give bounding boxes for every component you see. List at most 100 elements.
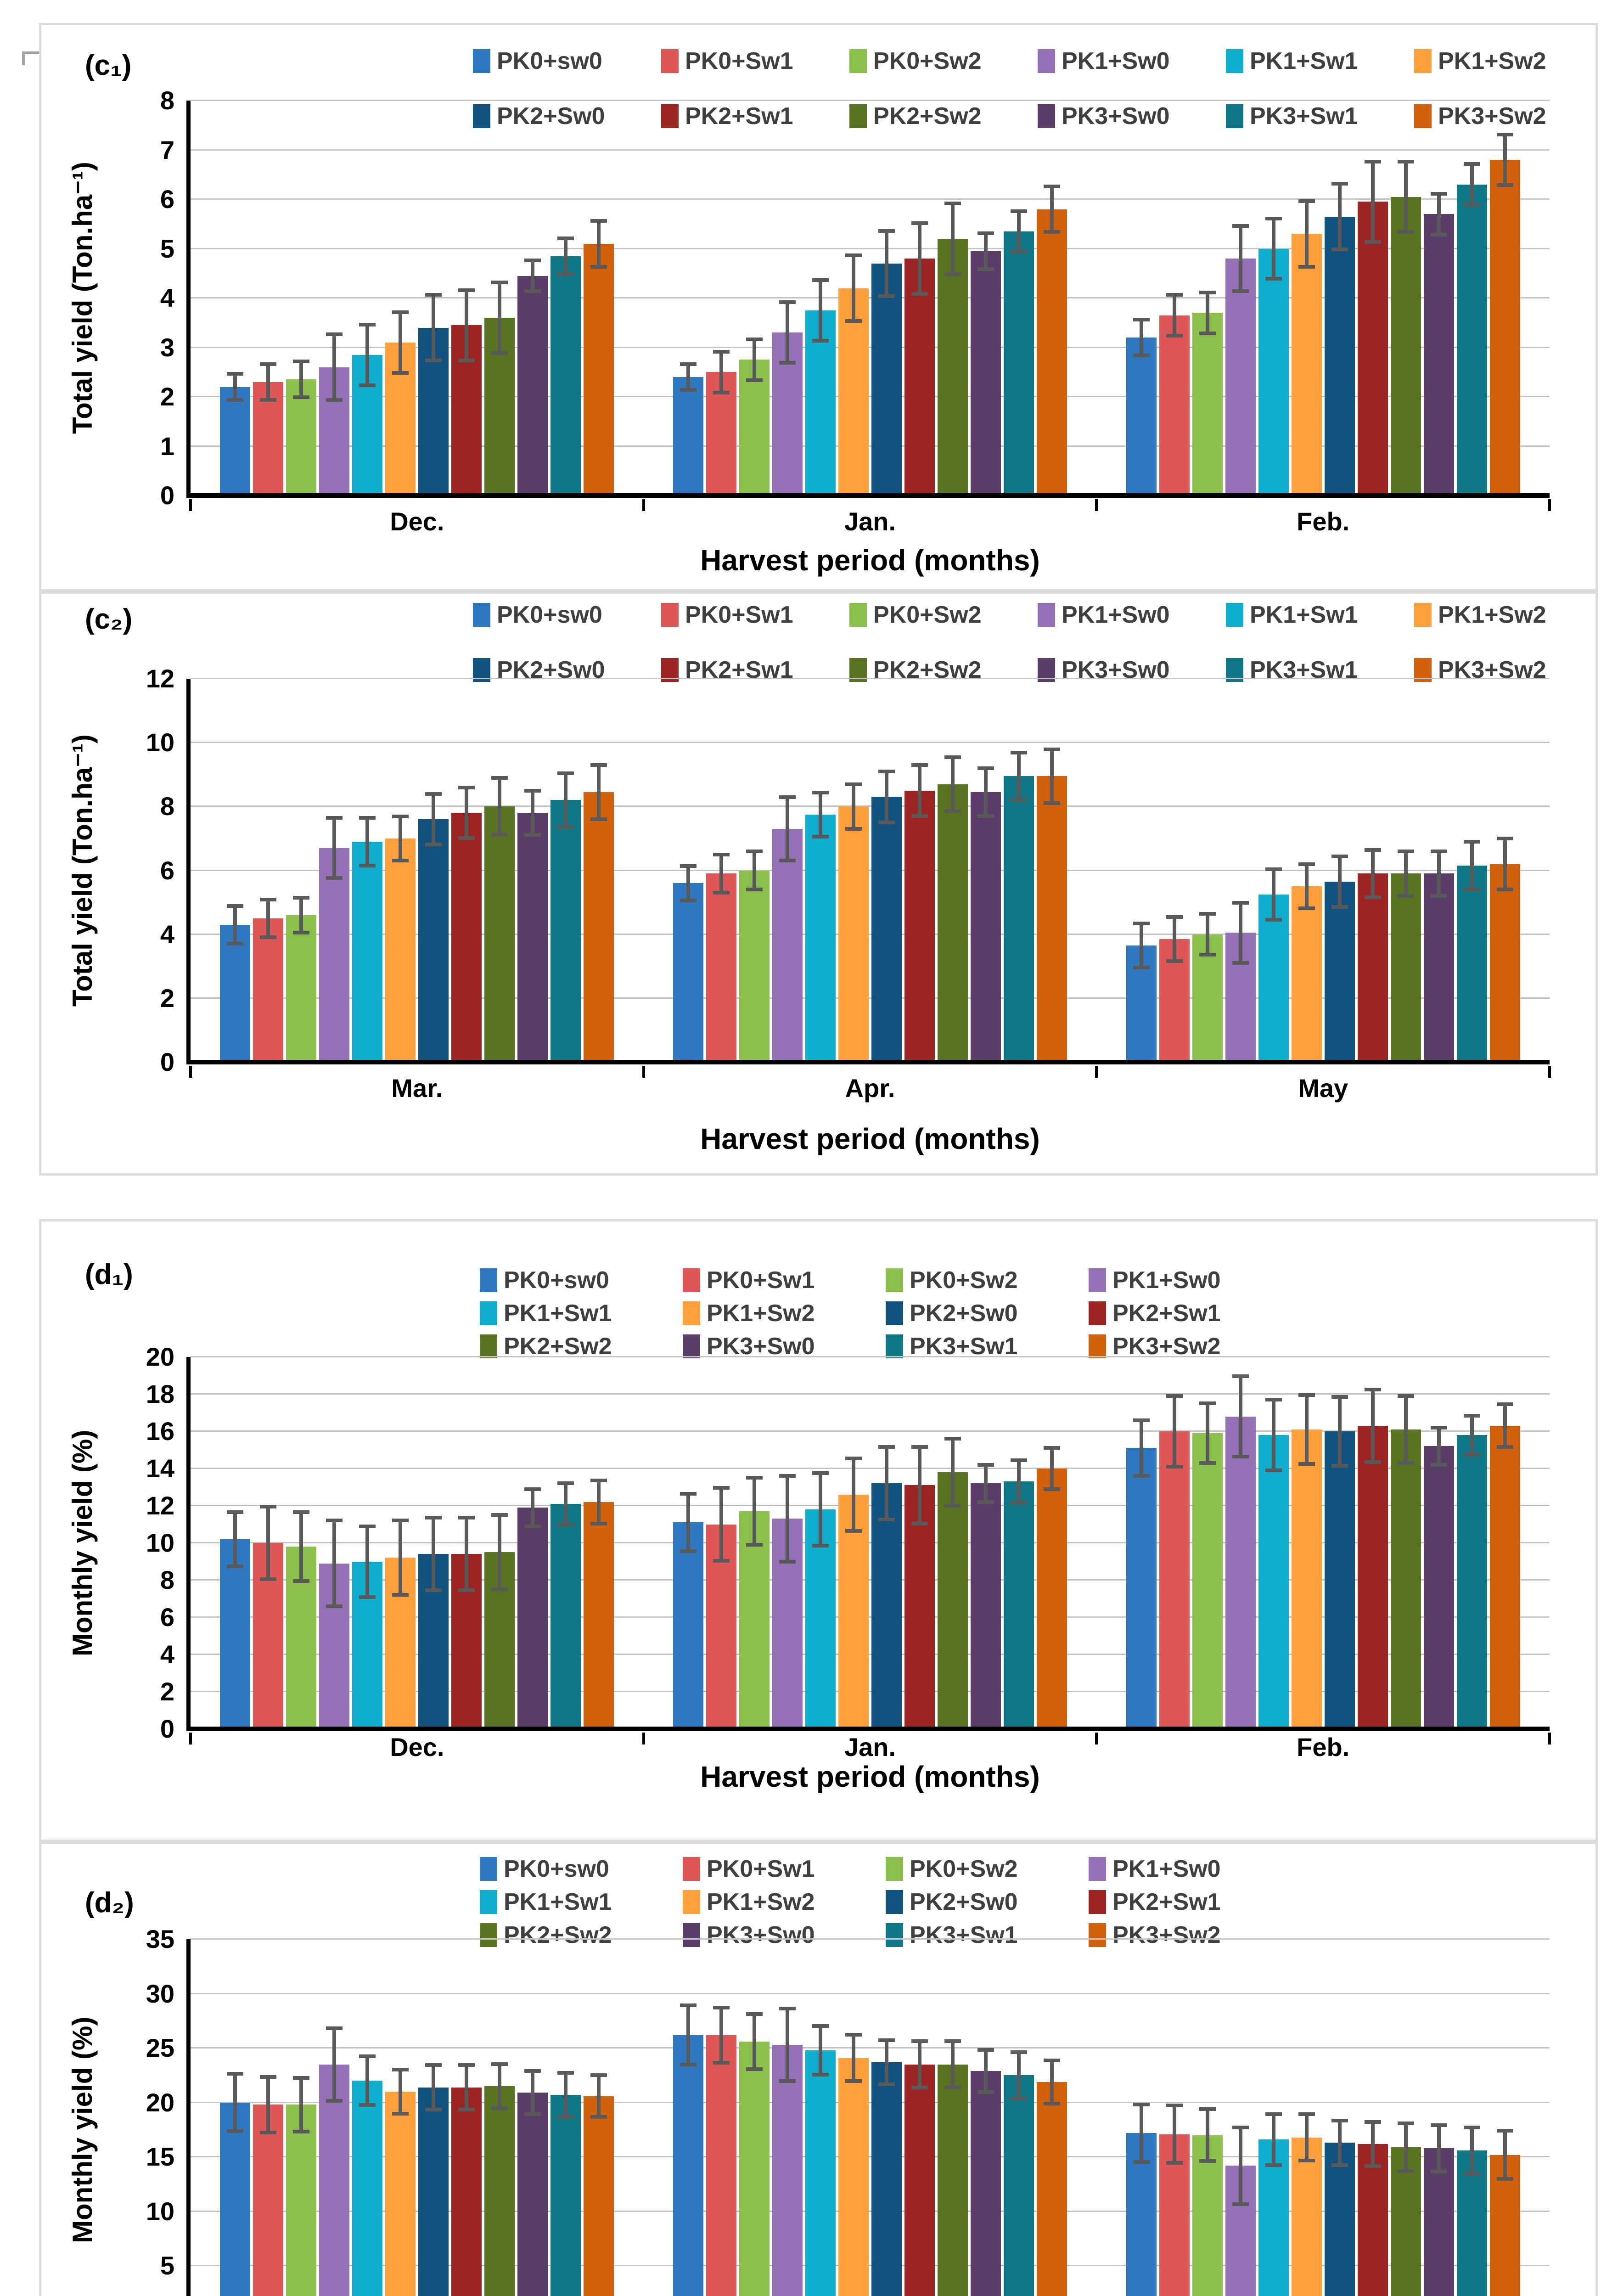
bar-PK3+Sw1 (551, 101, 581, 495)
bar-rect (772, 829, 803, 1062)
error-bar-cap-t (326, 816, 343, 820)
bar-PK0+Sw1 (253, 1357, 284, 1729)
error-bar-cap-t (1430, 850, 1447, 854)
error-bar-cap-t (425, 2063, 442, 2067)
legend-swatch-icon (480, 1857, 497, 1881)
gridline (191, 396, 1550, 397)
bar-rect (1357, 2144, 1388, 2296)
error-bar-cap-b (1232, 1454, 1249, 1458)
error-bar-stem (686, 1491, 690, 1553)
bar-PK1+Sw1 (1258, 1939, 1289, 2296)
bar-PK1+Sw2 (385, 1939, 416, 2296)
error-bar-stem (399, 1519, 403, 1597)
legend-label: PK3+Sw1 (910, 1922, 1018, 1948)
error-bar-cap-t (1133, 2102, 1150, 2106)
bar-rect (1004, 1481, 1034, 1729)
error-bar-cap-t (1364, 848, 1381, 852)
y-tick-label: 10 (146, 1528, 174, 1557)
gridline (191, 248, 1550, 249)
legend-swatch-icon (1226, 603, 1243, 627)
error-bar-cap-b (680, 2063, 697, 2067)
legend-label: PK1+Sw2 (1438, 602, 1546, 628)
bar-rect (1291, 2137, 1322, 2296)
legend-label: PK3+Sw2 (1112, 1333, 1221, 1360)
error-bar-stem (465, 786, 469, 840)
error-bar-cap-b (557, 825, 574, 829)
y-tick-label: 8 (160, 86, 174, 115)
legend-item-PK3+Sw1: PK3+Sw1 (886, 1920, 1089, 1950)
legend-label: PK2+Sw2 (504, 1333, 612, 1360)
error-bar-stem (1205, 2107, 1209, 2163)
y-tick-label: 0 (160, 1714, 174, 1743)
error-bar-cap-b (680, 388, 697, 392)
error-bar-cap-b (227, 1564, 244, 1568)
legend-label: PK3+Sw0 (707, 1922, 815, 1948)
bar-PK2+Sw0 (871, 679, 902, 1062)
plot-area: 05101520253035 (146, 1925, 1550, 2296)
category-label-Feb.: Feb. (1297, 1733, 1350, 1761)
y-tick-label: 7 (160, 135, 174, 164)
error-bar-cap-b (746, 378, 763, 382)
error-bar-stem (564, 236, 568, 276)
legend-swatch-icon (473, 104, 490, 128)
error-bar-cap-t (1044, 747, 1060, 751)
bar-PK2+Sw2 (484, 101, 515, 495)
error-bar-stem (1337, 2119, 1342, 2167)
error-bar-stem (1238, 2125, 1242, 2206)
error-bar-stem (1139, 921, 1143, 970)
bar-rect (739, 360, 770, 495)
error-bar-stem (1238, 1374, 1242, 1458)
bar-rect (871, 263, 902, 495)
error-bar-cap-t (1044, 184, 1060, 188)
error-bar-cap-t (878, 770, 895, 774)
error-bar-cap-b (1331, 1463, 1348, 1468)
category-label-Feb.: Feb. (1297, 507, 1350, 536)
bar-PK1+Sw1 (352, 1357, 383, 1729)
error-bar-cap-b (425, 358, 442, 362)
legend-label: PK3+Sw2 (1112, 1922, 1221, 1948)
legend-item-PK2+Sw2: PK2+Sw2 (480, 1332, 683, 1361)
error-bar-cap-t (779, 300, 796, 304)
error-bar-stem (531, 2069, 535, 2116)
y-axis-title: Total yield (Ton.ha⁻¹) (67, 162, 98, 434)
bar-PK2+Sw0 (418, 679, 449, 1062)
error-bar-stem (753, 338, 756, 382)
bar-PK0+sw0 (673, 1939, 703, 2296)
bar-rect (1423, 873, 1454, 1062)
bar-rect (838, 2058, 869, 2296)
legend-label: PK0+sw0 (497, 48, 602, 74)
y-tick-label: 16 (146, 1417, 174, 1446)
error-bar-cap-t (977, 231, 994, 235)
bar-group-May (1096, 1939, 1550, 2296)
bar-rect (1456, 866, 1487, 1062)
bar-rect (584, 792, 614, 1062)
legend-swatch-icon (886, 1268, 903, 1292)
error-bar-cap-b (845, 319, 862, 323)
error-bar-stem (1337, 1395, 1342, 1468)
error-bar-cap-t (1265, 2112, 1282, 2116)
legend-label: PK2+Sw1 (685, 103, 793, 129)
bar-PK3+Sw0 (517, 101, 548, 495)
error-bar-cap-b (977, 267, 994, 271)
error-bar-cap-t (524, 2069, 541, 2073)
error-bar-cap-b (713, 390, 730, 394)
y-tick-label: 0 (160, 481, 174, 510)
error-bar-stem (1172, 1394, 1176, 1469)
error-bar-cap-b (977, 814, 994, 818)
gridline (191, 869, 1550, 871)
error-bar-cap-b (779, 361, 796, 365)
error-bar-stem (1404, 1394, 1408, 1465)
error-bar-cap-b (944, 1504, 961, 1508)
error-bar-stem (1404, 850, 1408, 898)
error-bar-stem (1304, 199, 1309, 269)
error-bar-cap-t (359, 2054, 376, 2059)
error-bar-stem (564, 771, 568, 829)
error-bar-stem (885, 1445, 888, 1522)
legend-item-PK1+Sw1: PK1+Sw1 (1226, 600, 1414, 630)
error-bar-cap-t (1166, 293, 1183, 297)
error-bar-stem (984, 2048, 988, 2094)
error-bar-cap-b (1011, 1501, 1027, 1505)
error-bar-stem (918, 2039, 921, 2090)
gridline (191, 1542, 1550, 1543)
legend-label: PK3+Sw1 (1250, 103, 1358, 129)
